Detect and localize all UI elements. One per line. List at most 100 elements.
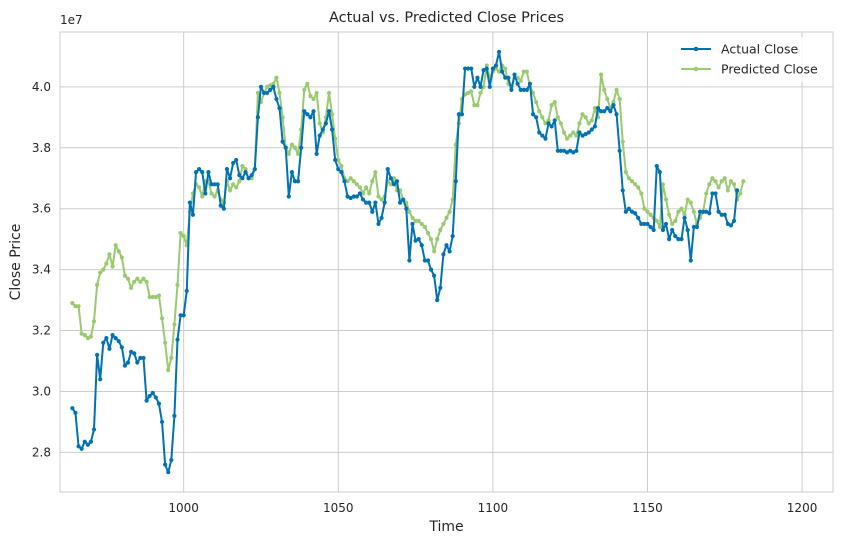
data-point [354,182,359,187]
data-point [509,87,514,92]
data-point [357,185,363,190]
data-point [122,363,128,368]
data-point [197,166,202,172]
data-point [713,179,718,184]
data-point [292,145,298,150]
data-point [166,368,171,373]
data-point [530,112,536,117]
data-point [496,69,502,74]
data-point [719,212,724,217]
data-point [407,258,412,263]
data-point [496,49,502,54]
data-point [571,130,576,135]
data-point [617,148,622,153]
data-point [450,234,455,239]
data-point [159,316,165,321]
data-point [70,406,75,411]
data-point [670,221,675,227]
data-point [280,139,285,144]
data-point [280,115,285,120]
y-tick-label: 4.0 [32,80,51,94]
data-point [435,237,440,242]
data-point [633,182,638,187]
data-point [295,179,301,184]
data-point [156,401,162,406]
data-point [447,209,452,214]
data-point [670,227,675,233]
data-point [592,106,598,111]
data-point [466,66,471,71]
x-tick-label: 1000 [168,501,199,515]
data-point [728,223,734,228]
data-point [462,66,468,71]
data-point [360,191,366,196]
data-point [645,209,650,214]
data-point [654,218,659,223]
data-point [620,139,625,144]
data-point [469,66,474,71]
data-point [707,211,712,216]
data-point [716,209,721,214]
data-point [351,194,356,199]
data-point [73,304,78,309]
data-point [175,337,180,342]
data-point [373,200,378,205]
data-point [642,206,647,211]
data-point [326,90,332,96]
data-point [589,118,594,123]
data-point [101,340,106,345]
data-point [685,197,690,202]
data-point [138,279,143,284]
data-point [506,75,511,80]
data-point [611,103,616,108]
data-point [370,209,375,214]
data-point [595,106,601,111]
data-point [682,215,687,220]
data-point [70,301,75,306]
data-point [116,249,121,254]
data-point [261,90,267,96]
data-point [367,200,372,205]
data-point [345,179,350,184]
data-point [614,112,619,117]
data-point [626,176,632,181]
data-point [336,166,341,172]
y-tick-label: 3.8 [32,141,51,155]
data-point [407,209,412,214]
data-point [286,194,291,199]
data-point [187,200,192,205]
data-point [255,115,260,120]
data-point [249,173,254,178]
data-point [673,218,678,223]
data-point [376,194,381,199]
data-point [490,66,495,71]
data-point [713,191,718,196]
data-point [169,457,174,463]
chart-title: Actual vs. Predicted Close Prices [329,10,564,26]
data-point [543,121,548,126]
data-point [218,203,223,208]
data-point [583,115,588,120]
data-point [163,462,168,467]
data-point [428,267,434,272]
data-point [305,112,310,117]
data-point [605,96,610,102]
data-point [722,212,727,217]
data-point [438,227,443,233]
data-point [731,218,737,223]
tick-labels: 1000 1050 1100 1150 1200 2.8 3.0 3.2 3.4 3.6 3.8 4.… [32,80,817,515]
data-point [391,182,397,187]
legend-marker-predicted-close [693,66,699,72]
data-point [388,176,393,181]
data-point [150,294,155,300]
data-point [308,93,313,99]
data-point [660,182,666,187]
data-point [135,360,140,365]
data-point [432,273,437,278]
data-point [626,206,632,211]
data-point [586,130,591,135]
series-line [71,50,739,474]
data-point [500,69,505,74]
data-point [209,191,214,196]
